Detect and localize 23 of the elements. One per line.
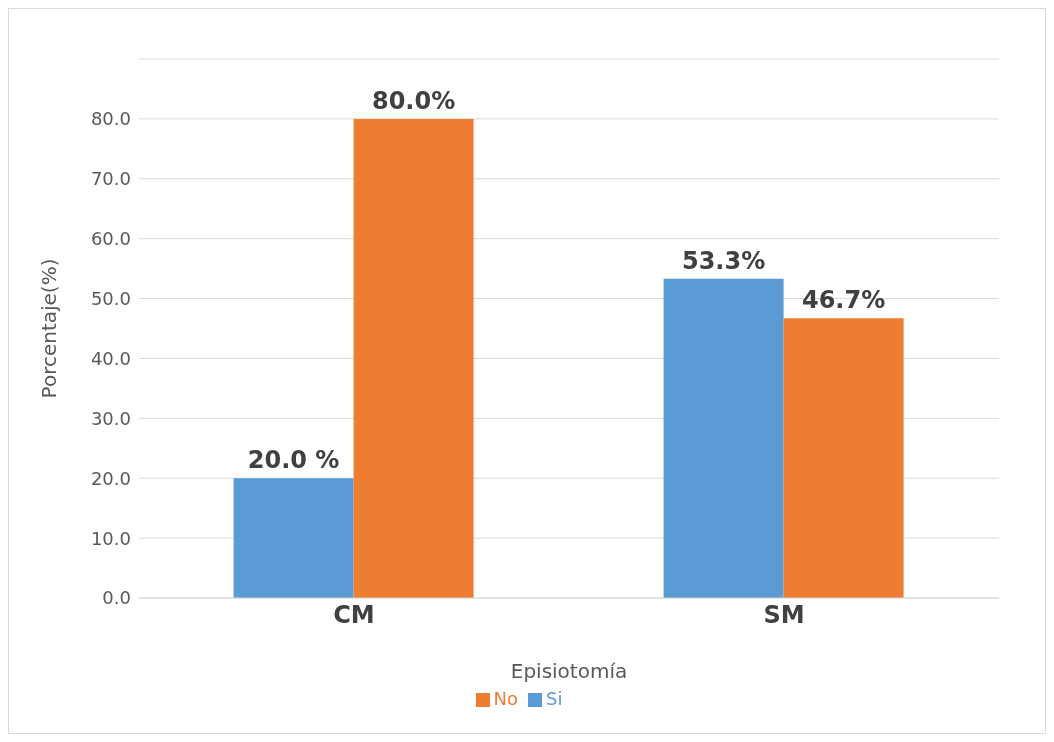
x-tick-label: CM bbox=[333, 601, 375, 630]
bar bbox=[663, 278, 784, 598]
y-axis-title: Porcentaje(%) bbox=[37, 258, 62, 399]
data-label: 46.7% bbox=[801, 286, 886, 315]
data-label: 80.0% bbox=[371, 86, 456, 115]
y-tick-label: 60.0 bbox=[90, 228, 131, 250]
bar bbox=[233, 478, 354, 598]
x-tick-label: SM bbox=[763, 601, 805, 630]
data-label: 20.0 % bbox=[247, 446, 340, 475]
y-tick-label: 10.0 bbox=[90, 527, 131, 549]
y-tick-label: 40.0 bbox=[90, 347, 131, 369]
y-tick-label: 0.0 bbox=[102, 587, 131, 609]
bar bbox=[783, 318, 904, 598]
y-tick-label: 70.0 bbox=[90, 168, 131, 190]
y-tick-label: 20.0 bbox=[90, 467, 131, 489]
y-tick-label: 80.0 bbox=[90, 108, 131, 130]
y-tick-label: 30.0 bbox=[90, 407, 131, 429]
legend-label: Si bbox=[546, 688, 563, 709]
x-axis-title: Episiotomía bbox=[510, 659, 628, 683]
y-tick-label: 50.0 bbox=[90, 287, 131, 309]
data-label: 53.3% bbox=[681, 246, 766, 275]
bar bbox=[353, 118, 474, 598]
legend-label: No bbox=[493, 688, 519, 709]
